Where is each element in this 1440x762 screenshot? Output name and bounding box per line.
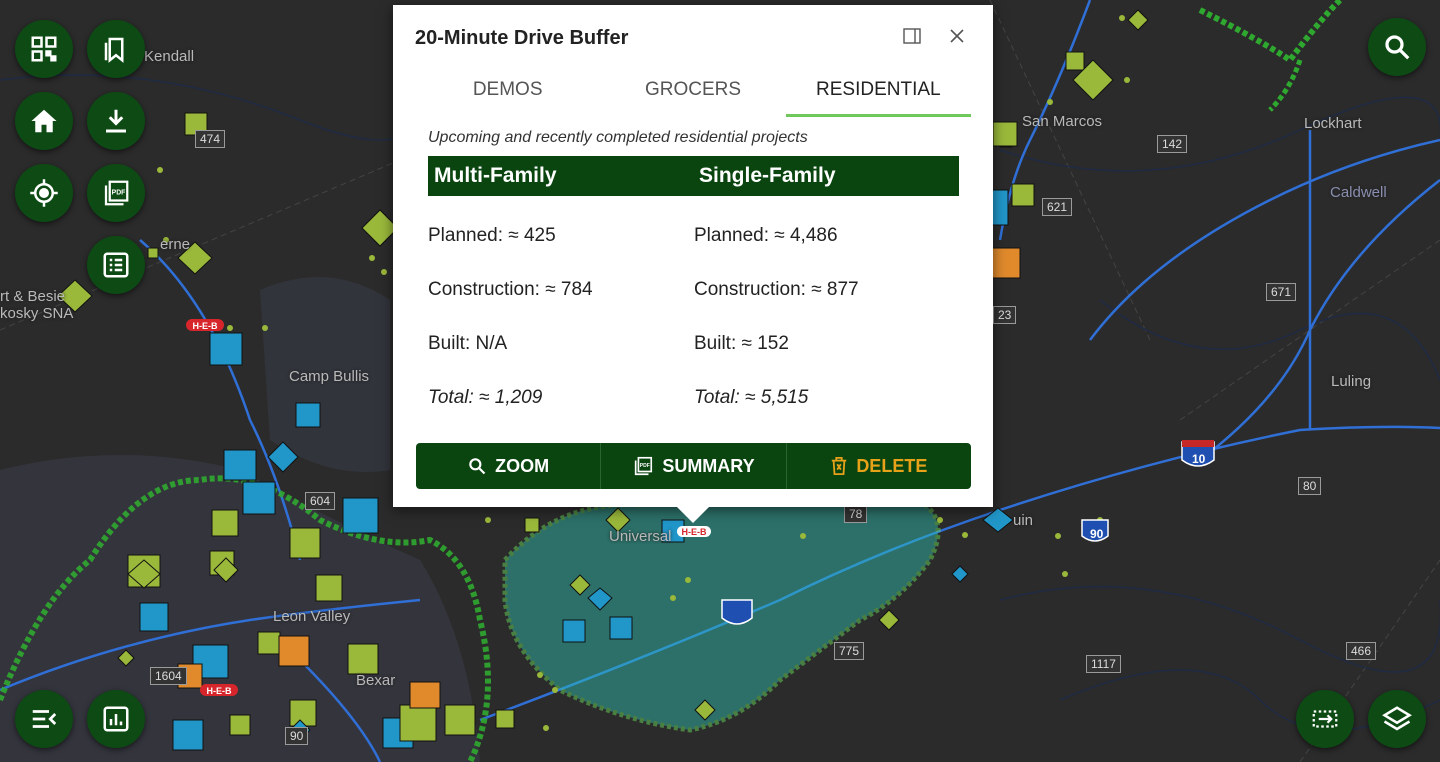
bookmarks-button[interactable] — [87, 20, 145, 78]
map-label-universal: Universal — [609, 528, 672, 545]
list-button[interactable] — [87, 236, 145, 294]
popup-subtitle: Upcoming and recently completed resident… — [428, 129, 808, 146]
multi-planned: Planned: ≈ 425 — [428, 225, 556, 246]
svg-text:H-E-B: H-E-B — [682, 527, 707, 537]
single-construction: Construction: ≈ 877 — [694, 279, 859, 300]
download-button[interactable] — [87, 92, 145, 150]
summary-pdf-icon: PDF — [635, 456, 653, 476]
pdf-button[interactable]: PDF — [87, 164, 145, 222]
map-label-kendall: Kendall — [144, 48, 195, 65]
map-label-leon-valley: Leon Valley — [273, 608, 351, 625]
map-label-caldwell: Caldwell — [1330, 184, 1387, 201]
delete-label: DELETE — [856, 455, 928, 476]
search-button[interactable] — [1368, 18, 1426, 76]
interstate-shield: 90 — [1090, 527, 1104, 541]
bar-chart-icon — [103, 706, 129, 732]
home-button[interactable] — [15, 92, 73, 150]
qr-code-button[interactable] — [15, 20, 73, 78]
map-label-seguin: uin — [1013, 512, 1034, 529]
road-shield: 78 — [844, 505, 868, 523]
qr-code-icon — [31, 36, 57, 62]
dock-button[interactable] — [899, 23, 925, 49]
popup-tabs: DEMOS GROCERS RESIDENTIAL — [415, 71, 972, 117]
single-built: Built: ≈ 152 — [694, 333, 789, 354]
menu-collapse-button[interactable] — [15, 690, 73, 748]
svg-text:H-E-B: H-E-B — [207, 686, 232, 696]
delete-button[interactable]: DELETE — [787, 443, 971, 489]
single-planned: Planned: ≈ 4,486 — [694, 225, 838, 246]
road-shield: 80 — [1298, 477, 1322, 495]
drive-buffer-popup: 20-Minute Drive Buffer DEMOS GROCERS RES… — [393, 5, 993, 523]
locate-icon — [30, 179, 58, 207]
road-shield: 671 — [1266, 283, 1297, 301]
road-shield: 466 — [1346, 642, 1377, 660]
road-shield: 604 — [305, 492, 336, 510]
map-label-besie: rt & Besie — [0, 288, 66, 305]
bookmarks-icon — [104, 37, 124, 63]
single-family-heading: Single-Family — [699, 164, 836, 187]
download-icon — [106, 109, 126, 133]
pdf-icon: PDF — [104, 180, 129, 206]
map-label-lockhart: Lockhart — [1304, 115, 1362, 132]
summary-label: SUMMARY — [662, 455, 755, 476]
road-shield: 142 — [1157, 135, 1188, 153]
multi-construction: Construction: ≈ 784 — [428, 279, 593, 300]
road-shield: 775 — [834, 642, 865, 660]
map-label-san-marcos: San Marcos — [1022, 113, 1103, 130]
road-shield: 23 — [993, 306, 1017, 324]
road-shield: 474 — [195, 130, 226, 148]
multi-total: Total: ≈ 1,209 — [428, 387, 543, 408]
svg-text:PDF: PDF — [112, 189, 126, 196]
trash-icon — [832, 457, 847, 475]
interstate-shield: 10 — [1192, 452, 1206, 466]
close-button[interactable] — [944, 23, 970, 49]
svg-text:PDF: PDF — [640, 463, 650, 469]
multi-built: Built: N/A — [428, 333, 508, 354]
close-icon — [950, 29, 964, 43]
zoom-icon — [469, 458, 486, 475]
bar-chart-button[interactable] — [87, 690, 145, 748]
multi-family-heading: Multi-Family — [434, 164, 557, 187]
home-icon — [31, 109, 57, 133]
road-shield: 1604 — [150, 667, 187, 685]
summary-button[interactable]: PDF SUMMARY — [601, 443, 787, 489]
tab-grocers[interactable]: GROCERS — [644, 79, 742, 100]
map-label-sna: kosky SNA — [0, 305, 74, 322]
road-shield: 90 — [285, 727, 309, 745]
dock-icon — [903, 28, 921, 44]
road-shield: 1117 — [1086, 655, 1121, 673]
tab-residential[interactable]: RESIDENTIAL — [785, 71, 972, 117]
popup-title: 20-Minute Drive Buffer — [415, 27, 629, 49]
svg-text:H-E-B: H-E-B — [193, 321, 218, 331]
popup-pointer — [677, 507, 709, 523]
zoom-label: ZOOM — [495, 455, 550, 476]
popup-actions: ZOOM PDF SUMMARY DELETE — [416, 443, 971, 489]
list-icon — [103, 252, 129, 278]
zoom-button[interactable]: ZOOM — [416, 443, 602, 489]
map-label-boerne: erne — [160, 236, 191, 253]
measure-icon — [1312, 710, 1338, 728]
column-header-bar: Multi-Family Single-Family — [428, 156, 959, 196]
map-label-bexar: Bexar — [356, 672, 396, 689]
map-label-camp-bullis: Camp Bullis — [289, 368, 370, 385]
single-total: Total: ≈ 5,515 — [694, 387, 809, 408]
search-icon — [1385, 35, 1410, 60]
layers-icon — [1382, 706, 1412, 731]
measure-button[interactable] — [1296, 690, 1354, 748]
tab-demos[interactable]: DEMOS — [472, 79, 543, 100]
map-label-luling: Luling — [1331, 373, 1372, 390]
menu-collapse-icon — [32, 710, 57, 728]
layers-button[interactable] — [1368, 690, 1426, 748]
road-shield: 621 — [1042, 198, 1073, 216]
locate-button[interactable] — [15, 164, 73, 222]
